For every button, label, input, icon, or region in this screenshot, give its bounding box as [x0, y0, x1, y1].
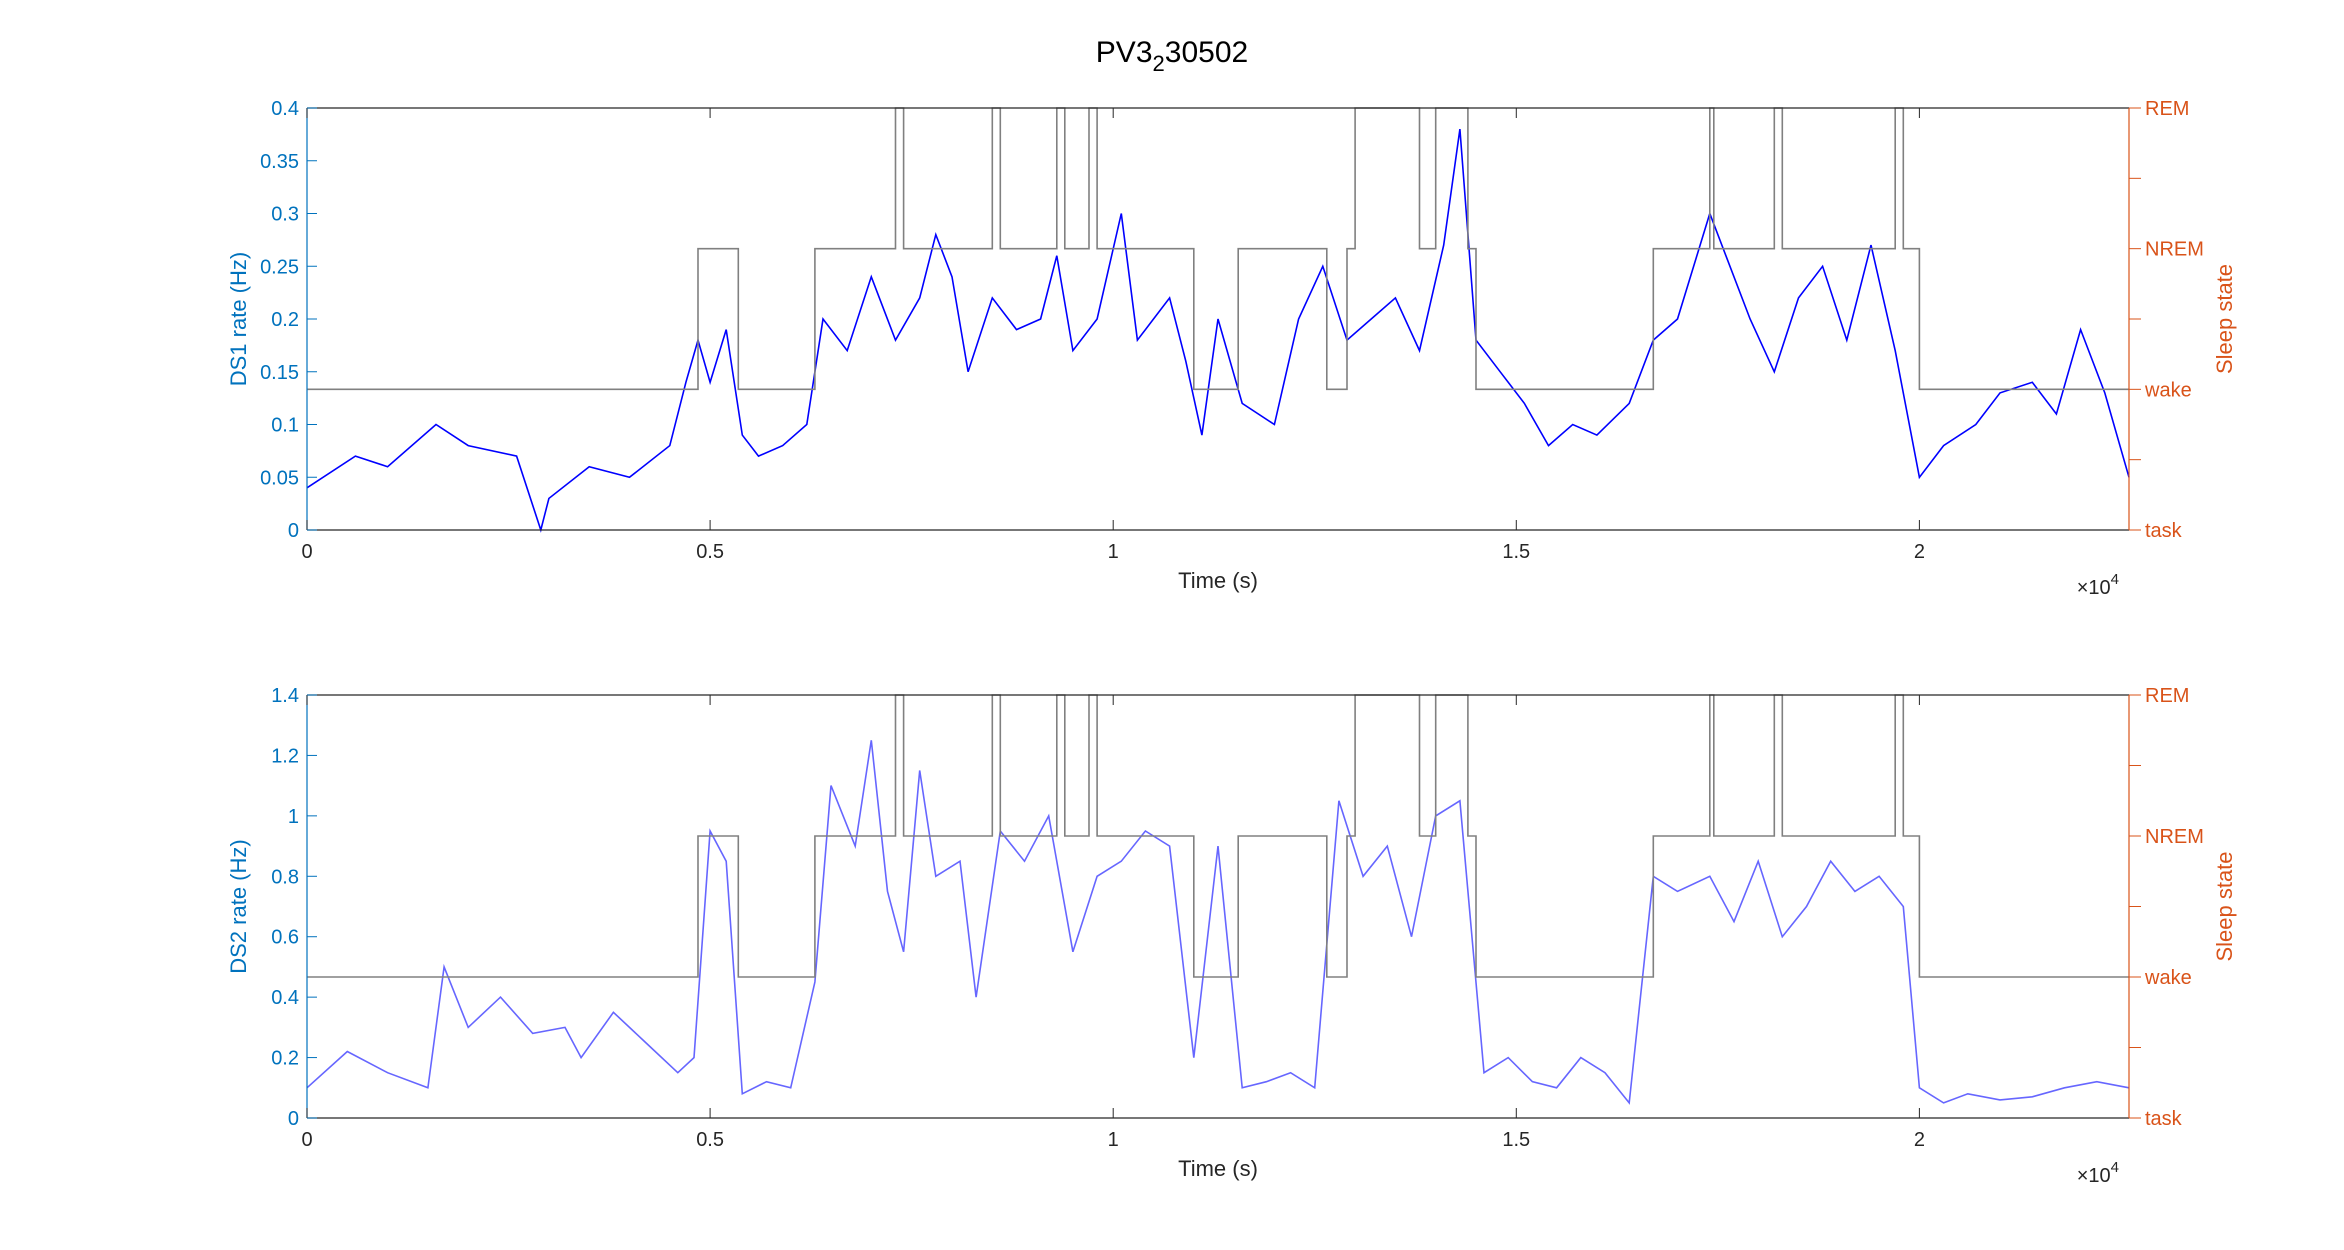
- x-exponent-power: 4: [2111, 1159, 2119, 1176]
- x-tick-label: 2: [1914, 1129, 1925, 1151]
- x-axis-label: Time (s): [1178, 568, 1258, 593]
- y-tick-label: 0: [288, 1108, 299, 1130]
- right-tick-label: task: [2145, 1108, 2183, 1130]
- right-tick-label: NREM: [2145, 239, 2204, 261]
- y-tick-label: 0.4: [271, 98, 299, 120]
- title-subscript: 2: [1153, 51, 1165, 76]
- x-tick-label: 0.5: [696, 541, 724, 563]
- right-tick-label: NREM: [2145, 826, 2204, 848]
- x-tick-label: 1: [1108, 1129, 1119, 1151]
- y-axis-label: DS1 rate (Hz): [226, 252, 251, 386]
- y-tick-label: 1: [288, 806, 299, 828]
- y-tick-label: 0.15: [260, 362, 299, 384]
- x-tick-label: 0.5: [696, 1129, 724, 1151]
- x-exponent-power: 4: [2111, 571, 2119, 588]
- y-tick-label: 0: [288, 520, 299, 542]
- y-tick-label: 0.2: [271, 309, 299, 331]
- y-tick-label: 0.1: [271, 415, 299, 437]
- y-tick-label: 0.6: [271, 927, 299, 949]
- right-tick-label: wake: [2144, 967, 2192, 989]
- title-base: PV3: [1096, 36, 1153, 69]
- y-tick-label: 0.8: [271, 866, 299, 888]
- right-tick-label: wake: [2144, 379, 2192, 401]
- x-exponent-base: ×10: [2077, 1165, 2111, 1187]
- x-tick-label: 1.5: [1502, 541, 1530, 563]
- x-exponent-base: ×10: [2077, 577, 2111, 599]
- right-tick-label: REM: [2145, 685, 2189, 707]
- y-tick-label: 0.4: [271, 987, 299, 1009]
- ds1-rate-series-line: [306, 128, 2130, 533]
- x-exponent-label: ×104: [2077, 571, 2119, 599]
- x-tick-label: 1.5: [1502, 1129, 1530, 1151]
- right-y-axis-label: Sleep state: [2212, 264, 2237, 374]
- x-exponent-label: ×104: [2077, 1159, 2119, 1187]
- x-axis-label: Time (s): [1178, 1156, 1258, 1181]
- right-y-axis-label: Sleep state: [2212, 851, 2237, 961]
- y-tick-label: 0.25: [260, 256, 299, 278]
- sleep-state-series-line: [307, 107, 2129, 391]
- title-rest: 30502: [1165, 36, 1248, 69]
- x-tick-label: 0: [301, 541, 312, 563]
- y-axis-label: DS2 rate (Hz): [226, 839, 251, 973]
- y-tick-label: 0.05: [260, 467, 299, 489]
- y-tick-label: 0.35: [260, 151, 299, 173]
- sleep-state-series-line: [307, 694, 2129, 978]
- ds2-rate-panel: 0 0.5 1 1.5 2 0 0.2 0.4 0.6 0.8 1 1.2 1.4 task wake NRE…: [226, 685, 2237, 1187]
- y-tick-label: 0.3: [271, 204, 299, 226]
- right-tick-label: task: [2145, 520, 2183, 542]
- x-tick-label: 0: [301, 1129, 312, 1151]
- figure-title: PV3230502: [1096, 36, 1248, 76]
- y-tick-label: 1.4: [271, 685, 299, 707]
- ds2-rate-series-line: [306, 740, 2130, 1105]
- x-tick-label: 1: [1108, 541, 1119, 563]
- y-tick-label: 1.2: [271, 745, 299, 767]
- y-tick-label: 0.2: [271, 1048, 299, 1070]
- right-tick-label: REM: [2145, 98, 2189, 120]
- ds1-rate-panel: 0 0.5 1 1.5 2 0 0.05 0.1 0.15 0.2 0.25 0.3 0.35 0.4 ta…: [226, 98, 2237, 599]
- x-tick-label: 2: [1914, 541, 1925, 563]
